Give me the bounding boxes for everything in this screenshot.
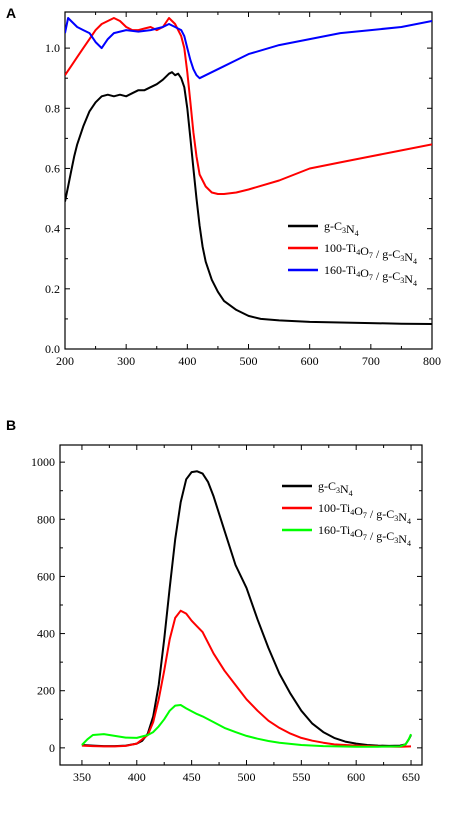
y-tick-label: 0.6 xyxy=(45,161,60,175)
legend-text-part: N xyxy=(340,482,349,496)
y-tick-label: 1.0 xyxy=(45,41,60,55)
legend-text-part: 3 xyxy=(342,226,346,235)
legend-entry-1: 100-Ti4O7 / g-C3N4 xyxy=(318,501,411,526)
series-line-2 xyxy=(65,17,432,80)
legend-text-part: N xyxy=(398,532,407,546)
legend-text-part: N xyxy=(404,250,413,264)
legend-text-part: 100-Ti xyxy=(324,241,357,255)
legend-text-part: 3 xyxy=(336,486,340,495)
legend-entry-0: g-C3N4 xyxy=(324,219,359,238)
legend-text-part: 4 xyxy=(350,508,354,517)
series-line-0 xyxy=(65,71,432,325)
x-tick-label: 500 xyxy=(237,770,255,784)
legend-text-part: 3 xyxy=(394,514,398,523)
legend-text-part: g-C xyxy=(324,219,342,233)
x-tick-label: 200 xyxy=(56,354,74,368)
y-tick-label: 0.4 xyxy=(45,222,60,236)
y-tick-label: 0.0 xyxy=(45,342,60,356)
x-tick-label: 800 xyxy=(423,354,441,368)
series-line-2 xyxy=(81,704,412,748)
legend-text-part: N xyxy=(398,510,407,524)
y-tick-label: 600 xyxy=(37,569,55,583)
x-tick-label: 350 xyxy=(73,770,91,784)
y-tick-label: 0.8 xyxy=(45,101,60,115)
legend-text-part: N xyxy=(404,272,413,286)
legend-text-part: 160-Ti xyxy=(324,263,357,277)
legend-text-part: 4 xyxy=(407,517,411,526)
legend-text-part: O xyxy=(354,526,363,540)
x-tick-label: 450 xyxy=(183,770,201,784)
x-tick-label: 400 xyxy=(128,770,146,784)
y-tick-label: 200 xyxy=(37,684,55,698)
y-tick-label: 800 xyxy=(37,512,55,526)
legend-entry-0: g-C3N4 xyxy=(318,479,353,498)
legend-entry-2: 160-Ti4O7 / g-C3N4 xyxy=(318,523,411,548)
photoluminescence-chart: 350 400 450 500 550 600 650 0 200 400 600 800 1000 g-… xyxy=(31,444,423,784)
legend-text-part: 3 xyxy=(394,536,398,545)
series-line-1 xyxy=(65,17,432,195)
y-tick-label: 0 xyxy=(49,741,55,755)
legend-entry-2: 160-Ti4O7 / g-C3N4 xyxy=(324,263,417,288)
legend-text-part: / g-C xyxy=(373,247,400,261)
legend-text-part: g-C xyxy=(318,479,336,493)
legend-text-part: 7 xyxy=(369,251,373,260)
x-tick-label: 550 xyxy=(292,770,310,784)
panel-label-a: A xyxy=(6,5,16,21)
legend-text-part: 7 xyxy=(363,511,367,520)
x-tick-label: 400 xyxy=(178,354,196,368)
legend-text-part: / g-C xyxy=(373,269,400,283)
legend-text-part: 4 xyxy=(413,257,417,266)
legend-text-part: 4 xyxy=(407,539,411,548)
legend-text-part: 7 xyxy=(369,273,373,282)
plot-frame xyxy=(59,444,423,766)
y-tick-label: 0.2 xyxy=(45,282,60,296)
x-tick-label: 300 xyxy=(117,354,135,368)
panel-label-b: B xyxy=(6,417,16,433)
legend-text-part: 4 xyxy=(350,530,354,539)
legend-text-part: 3 xyxy=(400,276,404,285)
y-tick-label: 400 xyxy=(37,627,55,641)
series-line-1 xyxy=(81,609,412,748)
plot-frame xyxy=(64,11,433,350)
x-tick-label: 500 xyxy=(240,354,258,368)
legend-text-part: O xyxy=(360,244,369,258)
legend-text-part: O xyxy=(360,266,369,280)
legend-entry-1: 100-Ti4O7 / g-C3N4 xyxy=(324,241,417,266)
legend-text-part: 160-Ti xyxy=(318,523,351,537)
x-tick-label: 650 xyxy=(402,770,420,784)
legend-text-part: O xyxy=(354,504,363,518)
legend-text-part: 4 xyxy=(413,279,417,288)
legend-text-part: N xyxy=(346,222,355,236)
legend-text-part: 4 xyxy=(349,489,353,498)
legend-text-part: 100-Ti xyxy=(318,501,351,515)
legend-text-part: 3 xyxy=(400,254,404,263)
x-tick-label: 600 xyxy=(301,354,319,368)
y-tick-label: 1000 xyxy=(31,455,55,469)
legend-text-part: 4 xyxy=(356,248,360,257)
legend-text-part: / g-C xyxy=(367,507,394,521)
absorbance-chart: 200 300 400 500 600 700 800 0.0 0.2 0.4 0.6 0.8 1.0 g… xyxy=(45,11,441,368)
legend-text-part: 4 xyxy=(355,229,359,238)
x-tick-label: 700 xyxy=(362,354,380,368)
legend-text-part: / g-C xyxy=(367,529,394,543)
legend-text-part: 7 xyxy=(363,533,367,542)
legend-text-part: 4 xyxy=(356,270,360,279)
x-tick-label: 600 xyxy=(347,770,365,784)
